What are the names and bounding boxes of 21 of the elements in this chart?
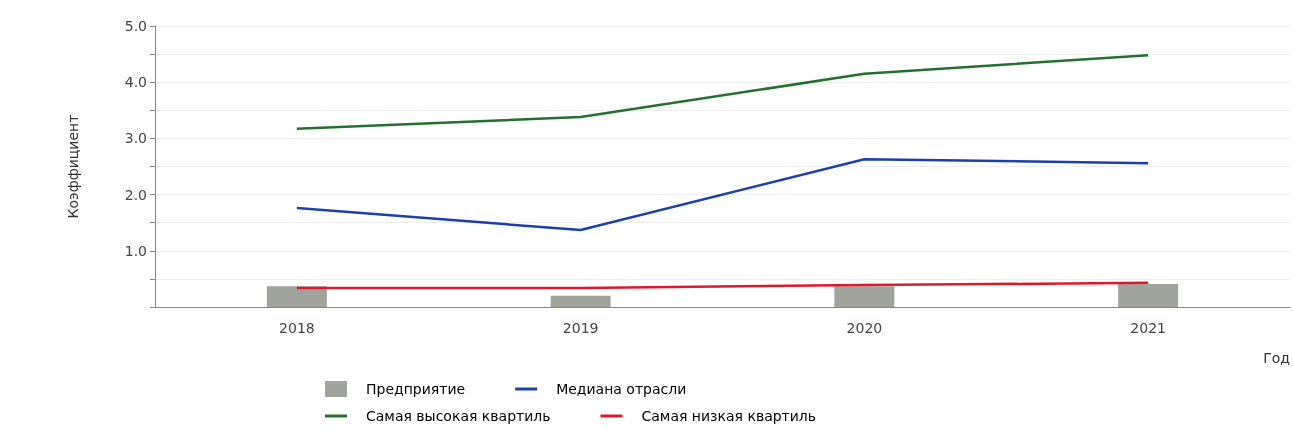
bar xyxy=(550,295,611,307)
legend-label: Самая низкая квартиль xyxy=(641,408,817,424)
bar xyxy=(1118,283,1179,307)
bar xyxy=(834,286,895,307)
y-tick-label: 2.0 xyxy=(124,186,147,203)
legend-label: Самая высокая квартиль xyxy=(366,408,551,424)
line-series xyxy=(295,53,1150,131)
y-tick-label: 5.0 xyxy=(124,18,147,34)
x-tick-label: 2018 xyxy=(279,320,315,336)
y-tick-label: 1.0 xyxy=(124,242,147,259)
x-tick-label: 2021 xyxy=(1130,320,1166,336)
x-axis-title: Год xyxy=(1263,350,1290,366)
y-tick-label: 4.0 xyxy=(124,74,147,91)
bar xyxy=(266,286,327,307)
legend-label: Медиана отрасли xyxy=(556,381,687,397)
y-tick-label: 3.0 xyxy=(124,130,147,147)
y-axis-title: Коэффициент xyxy=(65,114,81,219)
legend-label: Предприятие xyxy=(366,381,466,397)
line-series xyxy=(295,157,1150,232)
x-tick-label: 2019 xyxy=(562,320,599,336)
x-tick-label: 2020 xyxy=(846,320,883,336)
